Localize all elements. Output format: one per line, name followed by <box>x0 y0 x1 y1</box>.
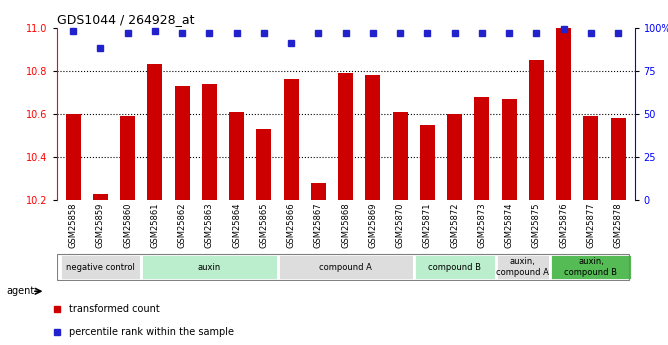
Bar <box>311 183 326 200</box>
Bar <box>611 118 626 200</box>
Text: GSM25871: GSM25871 <box>423 203 432 248</box>
Text: GSM25865: GSM25865 <box>259 203 269 248</box>
Bar <box>393 112 407 200</box>
Bar <box>365 75 381 200</box>
Text: GSM25861: GSM25861 <box>150 203 160 248</box>
Text: auxin,
compound B: auxin, compound B <box>564 257 617 277</box>
Text: GSM25862: GSM25862 <box>178 203 186 248</box>
Bar <box>120 116 135 200</box>
Bar <box>414 254 496 280</box>
Text: GSM25874: GSM25874 <box>505 203 514 248</box>
Text: percentile rank within the sample: percentile rank within the sample <box>69 327 234 337</box>
Text: GSM25872: GSM25872 <box>450 203 459 248</box>
Bar <box>529 60 544 200</box>
Text: GSM25875: GSM25875 <box>532 203 541 248</box>
Bar <box>583 116 599 200</box>
Text: GSM25866: GSM25866 <box>287 203 296 248</box>
Text: GSM25869: GSM25869 <box>369 203 377 248</box>
Text: GSM25870: GSM25870 <box>395 203 405 248</box>
Bar <box>474 97 490 200</box>
Text: auxin,
compound A: auxin, compound A <box>496 257 549 277</box>
Text: GSM25878: GSM25878 <box>614 203 623 248</box>
Text: GSM25864: GSM25864 <box>232 203 241 248</box>
Bar <box>420 125 435 200</box>
Text: transformed count: transformed count <box>69 304 160 314</box>
Text: negative control: negative control <box>66 263 135 272</box>
Bar <box>502 99 517 200</box>
Text: compound A: compound A <box>319 263 372 272</box>
Text: compound B: compound B <box>428 263 481 272</box>
Bar <box>174 86 190 200</box>
Text: GSM25867: GSM25867 <box>314 203 323 248</box>
Text: GSM25876: GSM25876 <box>559 203 568 248</box>
Text: GSM25868: GSM25868 <box>341 203 350 248</box>
Bar <box>338 73 353 200</box>
Text: GDS1044 / 264928_at: GDS1044 / 264928_at <box>57 13 194 27</box>
Bar <box>59 254 141 280</box>
Bar <box>277 254 414 280</box>
Bar <box>202 83 217 200</box>
Bar <box>496 254 550 280</box>
Bar <box>229 112 244 200</box>
Text: GSM25858: GSM25858 <box>69 203 77 248</box>
Bar <box>93 194 108 200</box>
Bar <box>65 114 81 200</box>
Bar <box>447 114 462 200</box>
Bar <box>257 129 271 200</box>
Bar <box>284 79 299 200</box>
Bar <box>148 64 162 200</box>
Text: GSM25873: GSM25873 <box>478 203 486 248</box>
Bar <box>141 254 277 280</box>
Bar <box>556 28 571 200</box>
Text: GSM25860: GSM25860 <box>123 203 132 248</box>
Text: GSM25863: GSM25863 <box>205 203 214 248</box>
Bar <box>550 254 632 280</box>
Text: agent: agent <box>7 286 35 296</box>
Text: GSM25859: GSM25859 <box>96 203 105 248</box>
Text: auxin: auxin <box>198 263 221 272</box>
Text: GSM25877: GSM25877 <box>587 203 595 248</box>
